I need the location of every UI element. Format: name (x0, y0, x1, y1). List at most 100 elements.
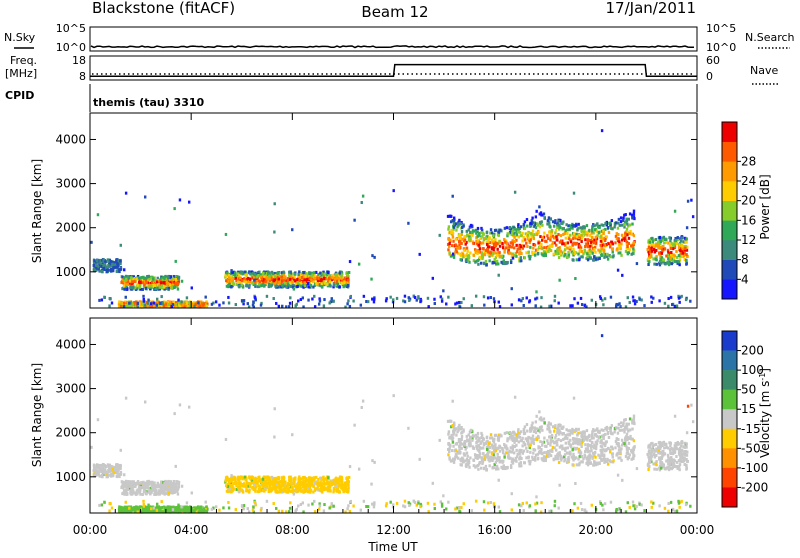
power-cell (456, 247, 458, 250)
power-cell (690, 199, 692, 202)
power-cell (689, 300, 691, 303)
power-cell (199, 305, 201, 308)
power-cell (495, 229, 497, 232)
power-cell (294, 279, 296, 282)
power-cell (181, 280, 183, 283)
power-cell (573, 192, 575, 195)
power-cell (618, 240, 620, 243)
power-cell (169, 283, 171, 286)
velocity-cell (509, 431, 511, 434)
power-cell (352, 299, 354, 302)
velocity-cell (93, 464, 95, 467)
velocity-cell (529, 430, 531, 433)
velocity-cell (525, 447, 527, 450)
velocity-cell (130, 481, 132, 484)
velocity-cell (296, 490, 298, 493)
velocity-cell (329, 485, 331, 488)
velocity-cell (496, 453, 498, 456)
power-cell (602, 224, 604, 227)
velocity-cell (607, 463, 609, 466)
power-cell (622, 219, 624, 222)
power-cell (103, 296, 105, 299)
velocity-cell (508, 457, 510, 460)
power-cell (675, 239, 677, 242)
power-cell (537, 242, 539, 245)
power-cell (232, 277, 234, 280)
velocity-cell (99, 466, 101, 469)
ytick-label: 3000 (55, 177, 86, 191)
power-cell (618, 237, 620, 240)
power-scatter-cells (90, 129, 694, 308)
power-cell (509, 226, 511, 229)
velocity-cell (460, 463, 462, 466)
power-cell (153, 302, 155, 305)
velocity-cell (480, 436, 482, 439)
power-cell (392, 189, 394, 192)
power-cell (566, 247, 568, 250)
velocity-cell (468, 433, 470, 436)
power-cell (156, 298, 158, 301)
velocity-cell (495, 449, 497, 452)
power-cell (297, 281, 299, 284)
power-cell (245, 284, 247, 287)
power-cell (520, 259, 522, 262)
power-cell (584, 238, 586, 241)
power-cell (643, 304, 645, 307)
velocity-cell (133, 485, 135, 488)
power-cell (606, 235, 608, 238)
power-cell (486, 243, 488, 246)
velocity-cell (492, 466, 494, 469)
power-cell (523, 304, 525, 307)
velocity-cell (288, 479, 290, 482)
power-cell (511, 303, 513, 306)
power-cell (558, 279, 560, 282)
power-cell (560, 234, 562, 237)
power-cell (452, 253, 454, 256)
power-cell (300, 285, 302, 288)
velocity-cell (145, 486, 147, 489)
velocity-cell (271, 476, 273, 479)
power-cell (651, 301, 653, 304)
power-cell (671, 303, 673, 306)
power-cell (419, 253, 421, 256)
power-cell (138, 281, 140, 284)
velocity-cell (518, 457, 520, 460)
velocity-cell (135, 482, 137, 485)
power-cell (96, 264, 98, 267)
power-cell (503, 238, 505, 241)
power-cell (482, 247, 484, 250)
power-cell (163, 286, 165, 289)
velocity-cell (229, 485, 231, 488)
power-cell (650, 253, 652, 256)
power-cell (526, 218, 528, 221)
power-cell (227, 296, 229, 299)
velocity-cell (452, 441, 454, 444)
velocity-cell (294, 478, 296, 481)
velocity-cell (94, 474, 96, 477)
velocity-cell (485, 442, 487, 445)
power-cell (445, 302, 447, 305)
velocity-cell (333, 489, 335, 492)
power-cell (154, 287, 156, 290)
power-cell (607, 258, 609, 261)
velocity-cell (160, 486, 162, 489)
velocity-cell (447, 420, 449, 423)
power-cell (518, 252, 520, 255)
power-cell (498, 274, 500, 277)
velocity-cell (341, 487, 343, 490)
power-cell (562, 233, 564, 236)
power-cell (238, 285, 240, 288)
power-cell (278, 281, 280, 284)
velocity-cell (119, 464, 121, 467)
velocity-cell (520, 457, 522, 460)
velocity-cell (150, 490, 152, 493)
power-cell (460, 258, 462, 261)
power-cell (404, 300, 406, 303)
power-cell (554, 299, 556, 302)
power-cell (247, 302, 249, 305)
power-cell (281, 283, 283, 286)
power-cell (581, 250, 583, 253)
velocity-cell (515, 460, 517, 463)
power-cell (555, 235, 557, 238)
power-cell (632, 296, 634, 299)
